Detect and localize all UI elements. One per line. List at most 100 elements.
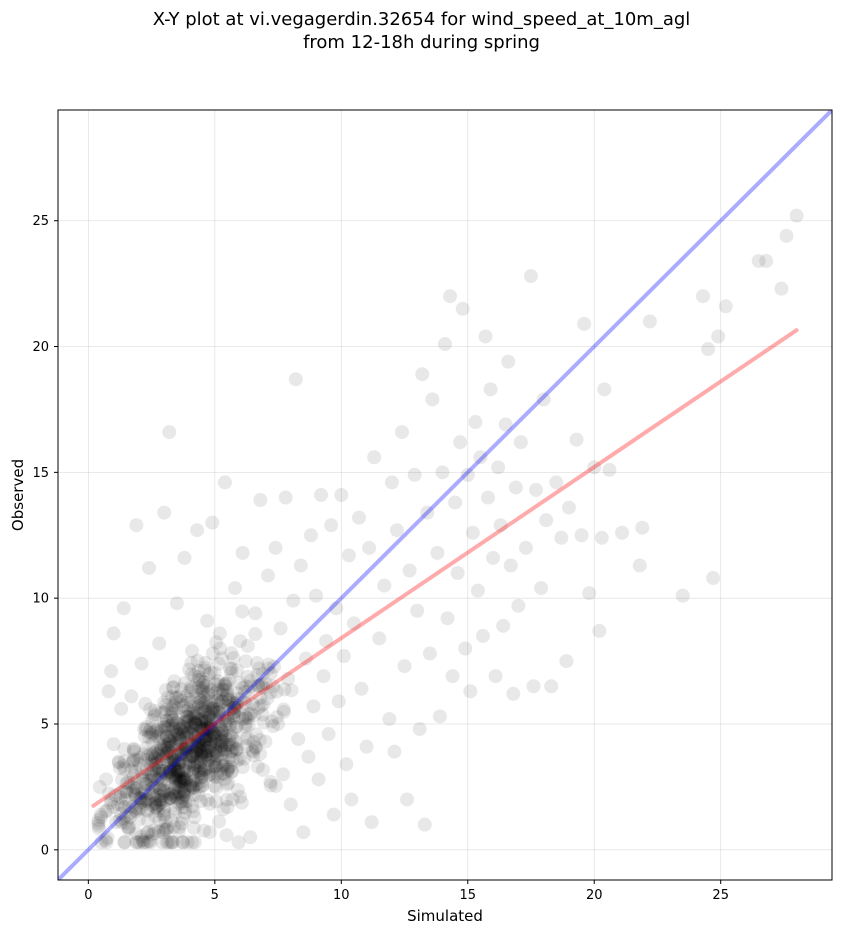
dense-scatter-point [190,777,205,792]
dense-scatter-point [178,758,193,773]
dense-scatter-point [174,753,189,768]
dense-scatter-point [125,800,140,815]
scatter-point [412,722,427,737]
dense-scatter-point [284,683,299,698]
scatter-point [116,601,131,616]
dense-scatter-point [194,763,209,778]
dense-scatter-point [238,684,253,699]
dense-scatter-point [203,728,218,743]
dense-scatter-point [121,775,136,790]
scatter-point [536,392,551,407]
scatter-point [266,679,280,694]
dense-scatter-point [179,745,194,760]
scatter-point [341,548,356,563]
dense-scatter-point [182,753,197,768]
dense-scatter-point [216,767,231,782]
dense-scatter-point [221,699,236,714]
dense-scatter-point [172,755,187,770]
dense-scatter-point [152,781,167,796]
dense-scatter-point [178,740,193,755]
dense-scatter-point [209,745,224,760]
scatter-point [200,613,215,628]
dense-scatter-point [204,704,219,719]
dense-scatter-point [126,753,141,768]
dense-scatter-point [205,767,220,782]
scatter-point [314,488,329,502]
dense-scatter-point [253,746,268,761]
dense-scatter-point [208,736,223,751]
dense-scatter-point [182,662,197,677]
dense-scatter-point [199,718,214,733]
dense-scatter-point [165,746,180,761]
dense-scatter-point [183,718,198,733]
dense-scatter-point [156,743,171,758]
dense-scatter-point [175,835,190,850]
dense-scatter-point [139,772,154,787]
dense-scatter-point [206,726,221,741]
dense-scatter-point [98,833,113,848]
dense-scatter-point [158,683,173,698]
scatter-point [276,767,291,782]
dense-scatter-point [170,791,185,806]
dense-scatter-point [161,835,176,850]
dense-scatter-point [140,748,155,763]
dense-scatter-point [156,738,171,753]
scatter-point [395,425,409,440]
trend-lines [58,110,832,880]
dense-scatter-point [167,762,182,777]
dense-scatter-point [126,768,141,783]
scatter-point [455,301,470,316]
dense-scatter-point [222,673,237,688]
dense-scatter-point [173,729,188,744]
dense-scatter-point [261,657,276,672]
dense-scatter-point [119,809,134,824]
dense-scatter-point [168,691,183,706]
dense-scatter-point [177,787,192,802]
dense-scatter-point [153,782,168,797]
scatter-point [352,510,366,525]
dense-scatter-point [181,755,196,770]
dense-scatter-point [167,756,182,771]
dense-scatter-point [188,684,203,699]
dense-scatter-point [210,766,225,781]
dense-scatter-point [145,725,160,740]
dense-scatter-point [164,702,179,717]
dense-scatter-point [198,731,213,746]
dense-scatter-point [201,687,216,702]
scatter-point [432,709,447,724]
dense-scatter-point [140,791,155,806]
dense-scatter-point [185,749,200,764]
chart-title-line-2: from 12-18h during spring [303,32,540,53]
dense-scatter-point [194,697,209,712]
scatter-point [139,777,154,792]
dense-scatter-point [223,744,238,759]
dense-scatter-point [218,717,233,732]
dense-scatter-point [195,738,210,753]
scatter-point [154,794,169,809]
dense-scatter-point [241,684,256,699]
dense-scatter-point [209,748,224,763]
dense-scatter-point [167,728,182,743]
dense-scatter-point [159,746,174,761]
dense-scatter-point [132,757,147,772]
dense-scatter-point [228,734,243,749]
dense-scatter-point [208,734,223,749]
dense-scatter-point [190,653,205,668]
dense-scatter-point [172,722,187,737]
dense-scatter-point [156,822,171,837]
dense-scatter-point [225,695,240,710]
dense-scatter-point [120,785,135,800]
dense-scatter-point [200,760,215,775]
dense-scatter-point [186,804,201,819]
scatter-point [238,719,253,734]
dense-scatter-point [173,770,188,785]
y-tick-label: 10 [32,592,49,607]
dense-scatter-point [104,793,119,808]
scatter-point [524,269,538,284]
dense-scatter-point [203,665,218,680]
dense-scatter-point [176,785,191,800]
dense-scatter-point [188,777,203,792]
scatter-point [367,450,382,465]
dense-scatter-point [208,690,223,705]
dense-scatter-point [227,696,242,711]
